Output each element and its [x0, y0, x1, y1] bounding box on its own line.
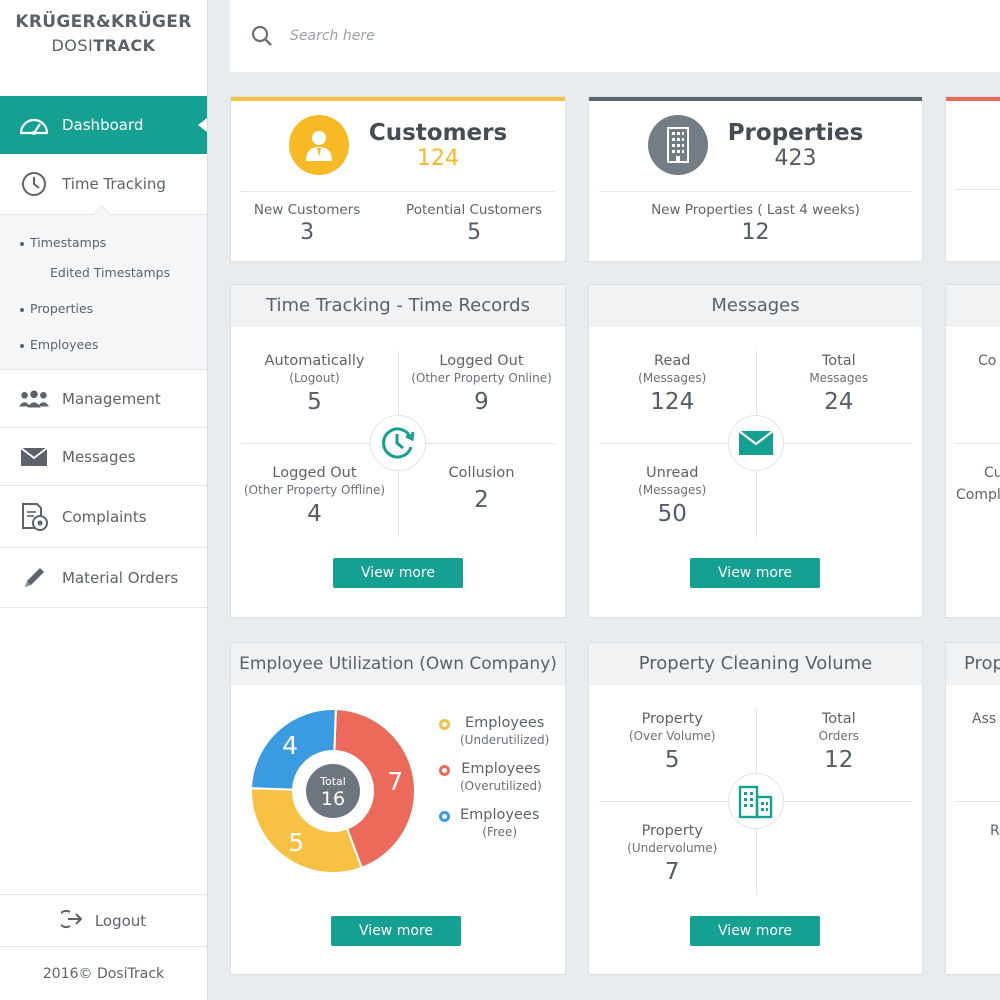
- legend-item-overutilized: Employees (Overutilized): [439, 761, 549, 793]
- dashboard-gauge-icon: [18, 112, 50, 138]
- read-messages-stat: Read (Messages) 124: [638, 353, 707, 415]
- total-messages-stat: Total Messages 24: [809, 353, 869, 415]
- sidebar-item-label: Messages: [62, 447, 136, 466]
- cleaning-volume-card: Property Cleaning Volume Property (Over …: [588, 642, 923, 975]
- donut-total-value: 16: [321, 788, 345, 810]
- document-complaint-icon: [18, 502, 50, 531]
- sidebar-item-time-tracking[interactable]: Time Tracking: [0, 154, 207, 214]
- potential-customers-stat: Potential Customers 5: [406, 202, 543, 245]
- customer-person-icon: [288, 115, 349, 175]
- building-icon: [647, 115, 708, 175]
- card-title: Employee Utilization (Own Company): [231, 643, 565, 685]
- card-title: Property Cleaning Volume: [589, 643, 922, 685]
- properties-card: Properties 423 New Properties ( Last 4 w…: [588, 96, 923, 262]
- messages-card: Messages Read (Messages) 124 Total Messa…: [588, 284, 923, 618]
- search-bar: [230, 0, 1000, 72]
- sidebar-item-label: Management: [62, 389, 161, 408]
- envelope-icon: [727, 415, 784, 471]
- time-records-view-more-button[interactable]: View more: [333, 558, 463, 588]
- legend-dot: [439, 811, 450, 822]
- donut-total-label: Total: [319, 775, 346, 788]
- search-icon[interactable]: [250, 24, 274, 48]
- partial-text: Co: [978, 353, 997, 369]
- sidebar-item-dashboard[interactable]: Dashboard: [0, 96, 207, 154]
- legend-dot: [439, 765, 450, 776]
- over-volume-stat: Property (Over Volume) 5: [628, 711, 716, 773]
- partial-middle-card: Co Cu Compl: [945, 284, 1000, 618]
- time-tracking-submenu: Timestamps Edited Timestamps Properties …: [0, 214, 207, 370]
- logout-button[interactable]: Logout: [0, 894, 207, 946]
- partial-card-title: Prop: [946, 643, 1000, 685]
- brand-name: KRÜGER&KRÜGER: [15, 12, 192, 32]
- card-accent-line: [589, 97, 922, 101]
- sidebar-item-material-orders[interactable]: Material Orders: [0, 548, 207, 608]
- messages-view-more-button[interactable]: View more: [690, 558, 820, 588]
- donut-slice-label: 4: [282, 731, 298, 760]
- customers-count: 124: [417, 145, 459, 171]
- partial-bottom-card: Prop Ass R: [945, 642, 1000, 975]
- logout-icon: [57, 909, 83, 933]
- donut-slice-label: 5: [288, 828, 304, 857]
- sidebar-item-label: Dashboard: [62, 116, 144, 134]
- card-accent-line: [231, 97, 565, 101]
- partial-summary-card: [945, 96, 1000, 262]
- sidebar-item-label: Material Orders: [62, 568, 179, 587]
- sidebar-item-label: Complaints: [62, 507, 147, 526]
- new-properties-stat: New Properties ( Last 4 weeks) 12: [651, 202, 860, 245]
- sidebar-item-messages[interactable]: Messages: [0, 428, 207, 486]
- legend-item-underutilized: Employees (Underutilized): [439, 715, 549, 747]
- properties-title: Properties: [727, 119, 864, 146]
- submenu-item-employees[interactable]: Employees: [0, 333, 207, 363]
- logged-out-online-stat: Logged Out (Other Property Online) 9: [411, 353, 552, 415]
- people-group-icon: [18, 386, 50, 412]
- time-records-card: Time Tracking - Time Records Automatical…: [230, 284, 566, 618]
- card-title: Messages: [589, 285, 922, 327]
- brand-product: DOSITRACK: [51, 36, 156, 55]
- submenu-item-edited-timestamps[interactable]: Edited Timestamps: [50, 265, 171, 280]
- pencil-icon: [18, 565, 50, 591]
- sidebar-footer: Logout 2016© DosiTrack: [0, 894, 207, 1000]
- partial-text: R: [990, 823, 1000, 839]
- undervolume-stat: Property (Undervolume) 7: [627, 823, 718, 885]
- collusion-stat: Collusion 2: [448, 465, 515, 513]
- search-input[interactable]: [290, 28, 690, 44]
- envelope-icon: [18, 444, 50, 470]
- cleaning-view-more-button[interactable]: View more: [690, 916, 820, 946]
- customers-title: Customers: [368, 119, 508, 146]
- employee-utilization-card: Employee Utilization (Own Company) Total…: [230, 642, 566, 975]
- utilization-donut-chart: Total 16 7 5 4: [250, 708, 416, 874]
- partial-text: Compl: [956, 487, 1000, 503]
- copyright-text: 2016© DosiTrack: [0, 946, 207, 1000]
- partial-text: Cu: [984, 465, 1000, 481]
- sidebar: KRÜGER&KRÜGER DOSITRACK Dashboard Time T…: [0, 0, 208, 1000]
- donut-slice-label: 7: [387, 767, 403, 796]
- unread-messages-stat: Unread (Messages) 50: [638, 465, 707, 527]
- sidebar-item-label: Time Tracking: [62, 175, 166, 193]
- partial-text: Ass: [972, 711, 997, 727]
- logout-label: Logout: [94, 911, 147, 930]
- utilization-view-more-button[interactable]: View more: [331, 916, 461, 946]
- brand-logo[interactable]: KRÜGER&KRÜGER DOSITRACK: [0, 0, 207, 96]
- total-orders-stat: Total Orders 12: [818, 711, 859, 773]
- new-customers-stat: New Customers 3: [253, 202, 361, 245]
- legend-dot: [439, 719, 450, 730]
- submenu-item-properties[interactable]: Properties: [0, 297, 207, 327]
- sidebar-item-management[interactable]: Management: [0, 370, 207, 428]
- clock-refresh-icon: [370, 415, 426, 471]
- sidebar-item-complaints[interactable]: Complaints: [0, 486, 207, 548]
- submenu-item-timestamps[interactable]: Timestamps: [0, 231, 207, 261]
- auto-logout-stat: Automatically (Logout) 5: [264, 353, 365, 415]
- legend-item-free: Employees (Free): [439, 807, 549, 839]
- card-title: Time Tracking - Time Records: [231, 285, 565, 327]
- logged-out-offline-stat: Logged Out (Other Property Offline) 4: [243, 465, 386, 527]
- properties-count: 423: [774, 145, 817, 171]
- buildings-icon: [727, 773, 784, 829]
- customers-card: Customers 124 New Customers 3 Potential …: [230, 96, 566, 262]
- clock-icon: [18, 171, 50, 197]
- utilization-legend: Employees (Underutilized) Employees (Overu…: [439, 715, 549, 853]
